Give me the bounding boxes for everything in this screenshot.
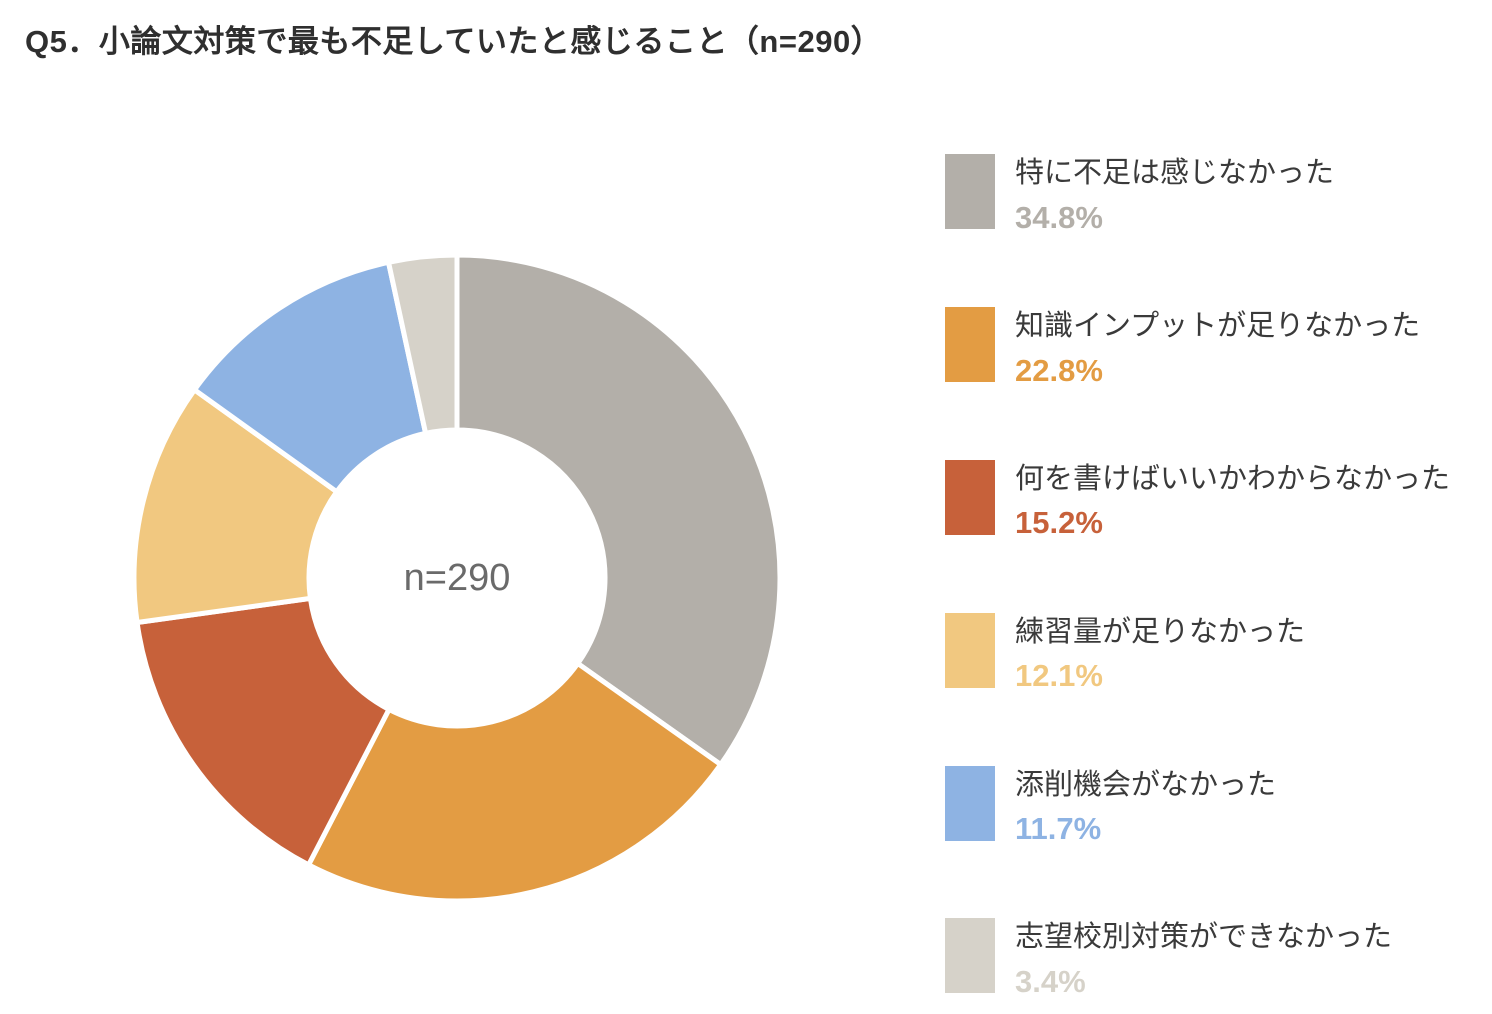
legend-percent: 3.4%	[1015, 964, 1086, 1000]
pie-slice-4	[131, 387, 340, 626]
legend-label: 知識インプットが足りなかった	[1015, 309, 1421, 342]
legend-percent: 15.2%	[1015, 505, 1103, 541]
pie-slice-6	[386, 252, 460, 436]
legend-item-1: 特に不足は感じなかった 34.8%	[945, 154, 1450, 236]
legend-item-6: 志望校別対策ができなかった 3.4%	[945, 918, 1450, 1000]
legend-text: 練習量が足りなかった 12.1%	[1015, 613, 1305, 695]
legend-swatch-icon	[945, 459, 995, 535]
legend-percent: 11.7%	[1015, 811, 1102, 847]
legend-swatch-icon	[945, 765, 995, 841]
legend-swatch-icon	[945, 154, 995, 229]
legend-text: 知識インプットが足りなかった 22.8%	[1015, 307, 1420, 389]
legend-text: 特に不足は感じなかった 34.8%	[1015, 154, 1334, 236]
legend-text: 何を書けばいいかわからなかった 15.2%	[1015, 460, 1450, 542]
legend-percent: 22.8%	[1015, 352, 1103, 388]
legend-item-2: 知識インプットが足りなかった 22.8%	[945, 306, 1450, 389]
legend-label: 何を書けばいいかわからなかった	[1015, 462, 1451, 495]
legend-text: 添削機会がなかった 11.7%	[1015, 766, 1276, 848]
legend-swatch-icon	[945, 612, 995, 688]
legend-text: 志望校別対策ができなかった 3.4%	[1015, 918, 1392, 1000]
legend-swatch-icon	[945, 918, 995, 994]
pie-slice-3	[134, 595, 392, 868]
legend-item-4: 練習量が足りなかった 12.1%	[945, 612, 1450, 695]
donut-chart: n=290	[77, 198, 837, 958]
pie-slice-2	[306, 660, 724, 904]
legend-item-5: 添削機会がなかった 11.7%	[945, 765, 1450, 848]
legend-percent: 34.8%	[1015, 199, 1103, 235]
pie-slice-1	[454, 252, 783, 768]
page-title: Q5．小論文対策で最も不足していたと感じること（n=290）	[25, 24, 883, 59]
legend-label: 添削機会がなかった	[1015, 768, 1277, 801]
pie-slice-5	[192, 259, 429, 495]
legend-item-3: 何を書けばいいかわからなかった 15.2%	[945, 459, 1450, 542]
legend-swatch-icon	[945, 306, 995, 382]
legend-label: 特に不足は感じなかった	[1015, 157, 1335, 189]
legend: 特に不足は感じなかった 34.8% 知識インプットが足りなかった 22.8% 何を書けば…	[945, 154, 1450, 1000]
legend-label: 練習量が足りなかった	[1015, 615, 1306, 648]
donut-chart-svg	[131, 252, 783, 904]
legend-label: 志望校別対策ができなかった	[1015, 921, 1393, 954]
legend-percent: 12.1%	[1015, 658, 1103, 694]
